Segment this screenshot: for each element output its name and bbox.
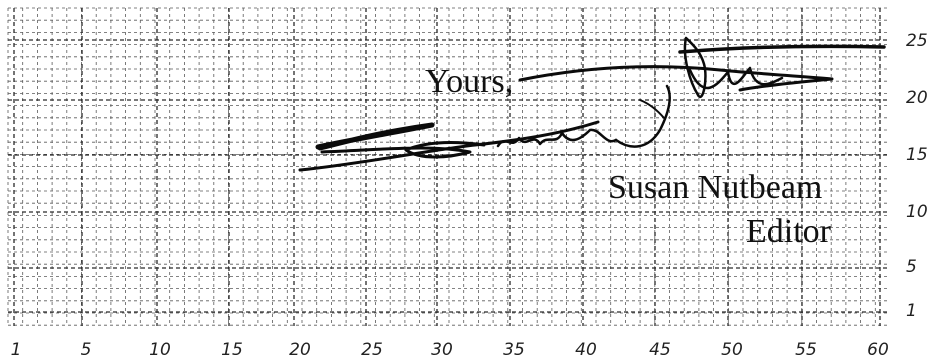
x-tick-label: 55 <box>795 340 817 360</box>
x-axis-labels: 1 5 10 15 20 25 30 35 40 45 50 55 60 <box>11 340 889 360</box>
x-tick-label: 45 <box>649 340 671 360</box>
x-tick-label: 25 <box>361 340 383 360</box>
x-tick-label: 15 <box>221 340 243 360</box>
x-tick-label: 10 <box>149 340 171 360</box>
x-tick-label: 50 <box>721 340 743 360</box>
y-tick-label: 25 <box>906 31 928 51</box>
y-tick-label: 10 <box>906 202 928 222</box>
x-tick-label: 35 <box>503 340 525 360</box>
handwritten-signature <box>298 36 886 172</box>
x-tick-label: 30 <box>431 340 453 360</box>
x-tick-label: 60 <box>867 340 889 360</box>
y-tick-label: 20 <box>906 88 928 108</box>
x-tick-label: 5 <box>81 340 92 360</box>
y-axis-labels: 25 20 15 10 5 1 <box>906 31 928 321</box>
x-tick-label: 20 <box>289 340 311 360</box>
closing-text: Yours, <box>425 63 513 100</box>
x-tick-label: 40 <box>575 340 597 360</box>
y-tick-label: 1 <box>906 301 917 321</box>
signer-title: Editor <box>746 213 832 250</box>
y-tick-label: 5 <box>906 257 917 277</box>
y-tick-label: 15 <box>906 145 928 165</box>
signer-name: Susan Nutbeam <box>608 169 822 206</box>
minor-grid <box>7 7 888 326</box>
x-tick-label: 1 <box>11 340 22 360</box>
